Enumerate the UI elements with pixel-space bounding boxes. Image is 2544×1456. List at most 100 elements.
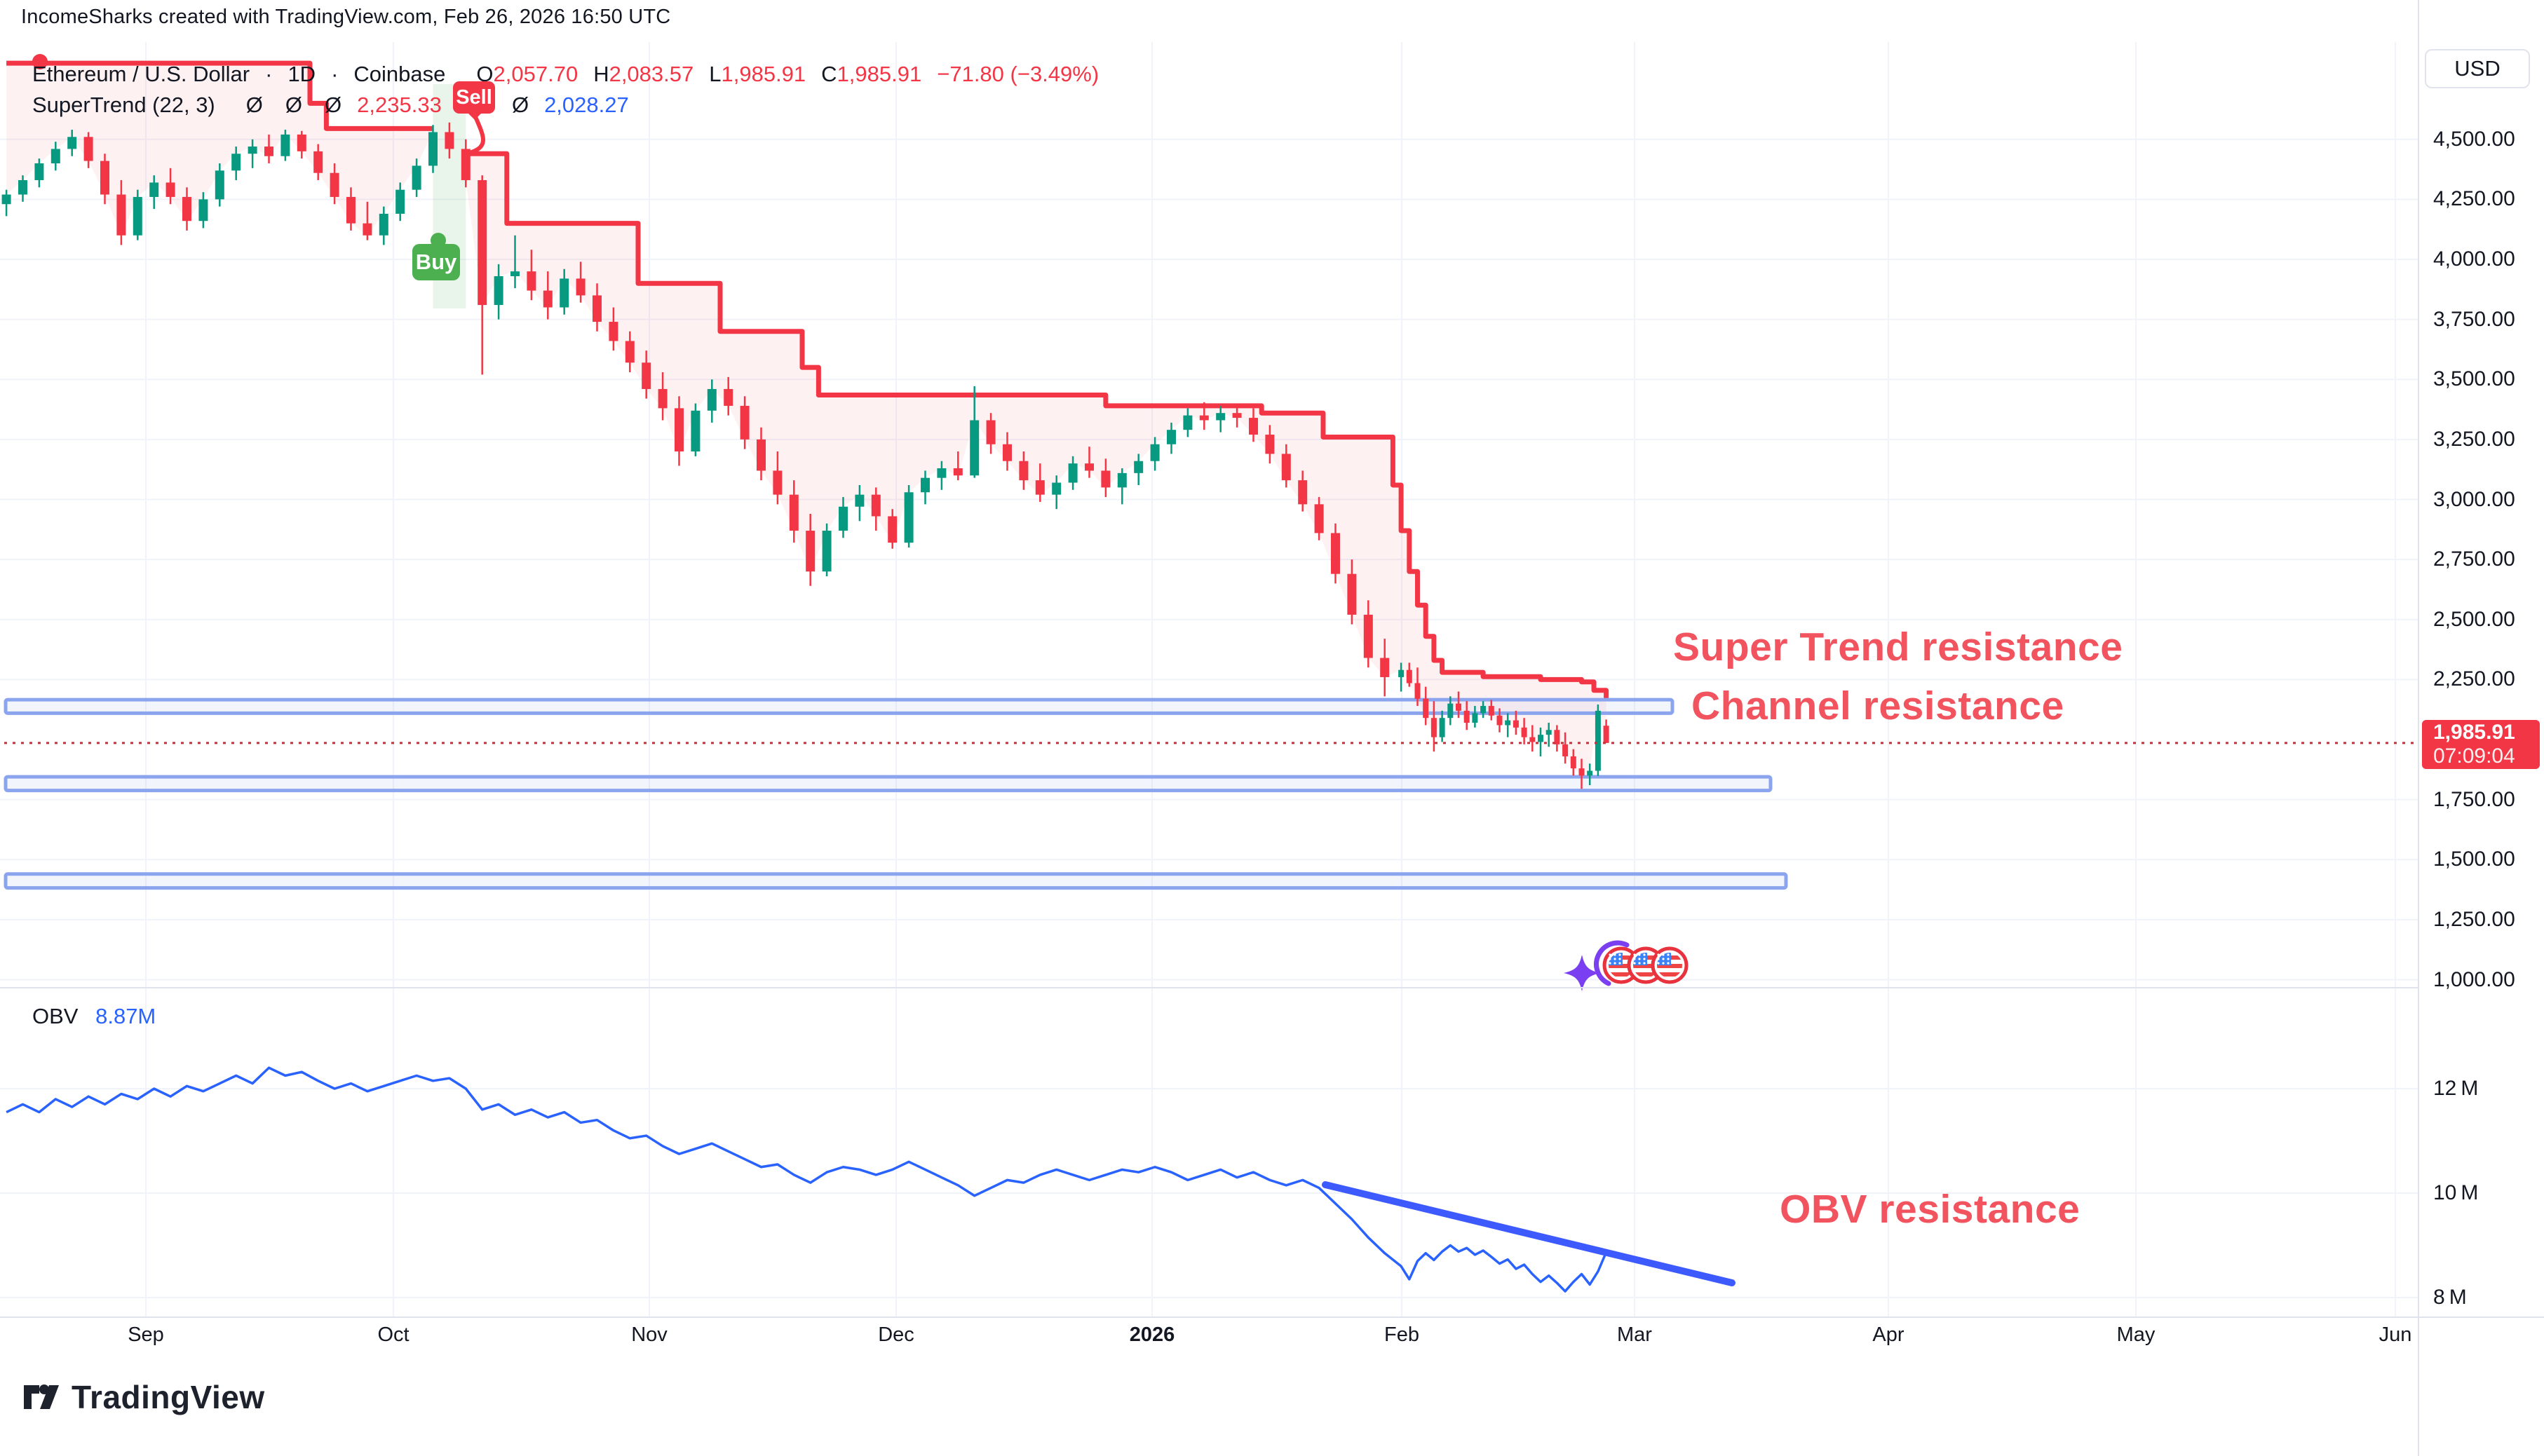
resistance-band	[4, 698, 1674, 715]
obv-line	[6, 1066, 1608, 1293]
candle-body	[428, 132, 438, 166]
candle-body	[1456, 703, 1461, 711]
tradingview-logo[interactable]: TradingView	[21, 1377, 265, 1417]
candle-body	[1423, 698, 1429, 719]
candle-body	[1199, 415, 1209, 421]
candle-body	[1232, 413, 1242, 419]
candle-body	[1472, 713, 1478, 723]
resistance-band	[4, 775, 1773, 793]
candle-body	[707, 388, 717, 411]
candle-body	[297, 134, 306, 151]
tradingview-logo-text: TradingView	[72, 1379, 265, 1415]
candle-body	[67, 137, 77, 149]
candle-body	[593, 295, 602, 322]
supertrend-value: 2,235.33	[357, 93, 442, 117]
candle-body	[675, 408, 684, 451]
candle-body	[1281, 454, 1291, 481]
candle-body	[1545, 730, 1552, 735]
symbol-name[interactable]: Ethereum / U.S. Dollar	[32, 62, 250, 86]
candle-body	[1117, 472, 1127, 488]
ohlc-high-value: 2,083.57	[609, 62, 694, 86]
sell-badge-tail	[466, 112, 485, 156]
price-axis-label: 2,750.00	[2433, 547, 2515, 571]
attribution-text: IncomeSharks created with TradingView.co…	[21, 6, 671, 28]
candle-body	[494, 275, 503, 306]
price-axis-label: 3,500.00	[2433, 367, 2515, 391]
candle-body	[1183, 415, 1193, 430]
candle-body	[789, 494, 799, 531]
candle-body	[116, 194, 126, 236]
candle-body	[149, 182, 159, 197]
chart-canvas[interactable]	[0, 0, 2418, 1316]
time-axis-label: Sep	[128, 1324, 164, 1346]
candle-body	[1513, 720, 1519, 728]
candle-body	[773, 470, 783, 495]
candle-body	[1216, 413, 1226, 421]
candle-body	[395, 189, 405, 214]
price-axis-label: 1,500.00	[2433, 848, 2515, 871]
candle-body	[18, 179, 27, 195]
obv-name[interactable]: OBV	[32, 1004, 79, 1028]
supertrend-fill-left	[6, 63, 433, 236]
candle-body	[691, 410, 701, 451]
candle-body	[625, 341, 635, 363]
candle-body	[822, 531, 832, 572]
sell-signal-badge: Sell	[453, 81, 495, 120]
candle-body	[724, 388, 733, 406]
candle-body	[642, 362, 651, 389]
candle-body	[1363, 614, 1373, 658]
candle-body	[1496, 715, 1503, 726]
indicator-name[interactable]: SuperTrend (22, 3)	[32, 93, 215, 117]
candle-body	[363, 223, 372, 236]
ohlc-low-key: L	[709, 62, 722, 86]
candle-body	[904, 492, 914, 543]
candle-body	[1298, 480, 1308, 505]
candle-body	[1439, 718, 1445, 737]
supertrend-lower-value: 2,028.27	[544, 93, 629, 117]
last-price-label: 1,985.91 07:09:04	[2422, 720, 2540, 769]
candle-body	[953, 468, 963, 476]
candle-body	[346, 196, 356, 224]
interval-label[interactable]: 1D	[287, 62, 316, 86]
bar-countdown: 07:09:04	[2433, 744, 2515, 768]
tradingview-logo-icon	[24, 1384, 59, 1409]
pane-divider[interactable]	[0, 987, 2418, 988]
candle-body	[1347, 573, 1357, 615]
time-axis-label: Oct	[377, 1324, 410, 1346]
indicator-legend[interactable]: SuperTrend (22, 3) Ø Ø Ø 2,235.33 Ø Ø 2,…	[32, 93, 629, 117]
candle-body	[83, 137, 93, 161]
candle-body	[1003, 444, 1012, 461]
candle-body	[1314, 504, 1324, 533]
candle-body	[264, 147, 273, 156]
candle-body	[757, 439, 766, 471]
candle-body	[609, 322, 618, 341]
price-axis-label: 1,750.00	[2433, 787, 2515, 811]
candle-body	[215, 170, 224, 200]
candle-body	[198, 199, 208, 222]
candle-body	[1398, 669, 1405, 677]
candle-body	[1, 194, 11, 205]
candle-body	[970, 420, 980, 476]
candle-body	[445, 132, 454, 149]
candle-body	[1068, 463, 1078, 483]
candle-body	[921, 477, 930, 493]
obv-axis-label: 8 M	[2433, 1286, 2467, 1309]
candle-body	[231, 154, 241, 171]
candle-body	[1167, 430, 1176, 444]
candle-body	[1554, 730, 1560, 744]
obv-indicator-legend[interactable]: OBV 8.87M	[32, 1004, 156, 1029]
symbol-legend[interactable]: Ethereum / U.S. Dollar · 1D · Coinbase O…	[32, 62, 1100, 86]
candle-body	[1529, 737, 1536, 742]
currency-toggle-button[interactable]: USD	[2425, 49, 2530, 88]
time-axis-label: Dec	[878, 1324, 914, 1346]
candle-body	[1019, 461, 1029, 481]
supertrend-start-dot	[32, 54, 48, 69]
obv-trendline	[1322, 1181, 1736, 1286]
ohlc-open-value: 2,057.70	[493, 62, 579, 86]
ohlc-close-value: 1,985.91	[837, 62, 922, 86]
candle-body	[888, 516, 898, 543]
candle-body	[478, 179, 487, 306]
sparkle-arc	[1594, 940, 1630, 986]
candle-body	[1578, 768, 1585, 776]
